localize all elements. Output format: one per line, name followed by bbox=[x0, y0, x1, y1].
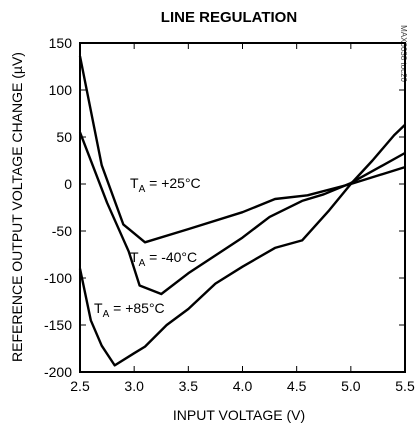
y-tick-label: -150 bbox=[44, 317, 72, 333]
series-line-minus40c bbox=[78, 131, 406, 296]
y-tick-label: 50 bbox=[56, 129, 72, 145]
x-axis-label: INPUT VOLTAGE (V) bbox=[173, 407, 305, 423]
x-tick-label: 5.5 bbox=[395, 378, 415, 394]
x-tick-label: 3.5 bbox=[179, 378, 199, 394]
chart-annotation: MAX6038 toc20 bbox=[399, 25, 408, 82]
y-axis-label: REFERENCE OUTPUT VOLTAGE CHANGE (µV) bbox=[9, 52, 25, 362]
y-tick-label: 100 bbox=[49, 82, 73, 98]
y-tick-label: -100 bbox=[44, 270, 72, 286]
series-line-85c bbox=[78, 123, 406, 367]
x-tick-label: 5.0 bbox=[341, 378, 361, 394]
x-tick-label: 3.0 bbox=[124, 378, 144, 394]
y-tick-label: -50 bbox=[52, 223, 72, 239]
plot-frame bbox=[79, 42, 406, 373]
series-label-25c: TA = +25°C bbox=[130, 175, 201, 195]
series-label-85c: TA = +85°C bbox=[94, 300, 165, 320]
x-tick-label: 4.0 bbox=[233, 378, 253, 394]
y-tick-label: 150 bbox=[49, 35, 73, 51]
series-line-25c bbox=[78, 55, 406, 244]
chart-title: LINE REGULATION bbox=[161, 9, 297, 26]
y-tick-label: -200 bbox=[44, 364, 72, 380]
x-tick-label: 2.5 bbox=[70, 378, 90, 394]
series-labels: TA = +25°C TA = -40°C TA = +85°C bbox=[94, 175, 201, 320]
series-lines bbox=[78, 55, 406, 367]
series-label-minus40c: TA = -40°C bbox=[130, 249, 197, 269]
y-tick-label: 0 bbox=[64, 176, 72, 192]
x-tick-label: 4.5 bbox=[287, 378, 307, 394]
x-axis-ticks: 2.5 3.0 3.5 4.0 4.5 5.0 5.5 bbox=[70, 43, 415, 394]
y-axis-ticks: 150 100 50 0 -50 -100 -150 -200 bbox=[44, 35, 405, 380]
